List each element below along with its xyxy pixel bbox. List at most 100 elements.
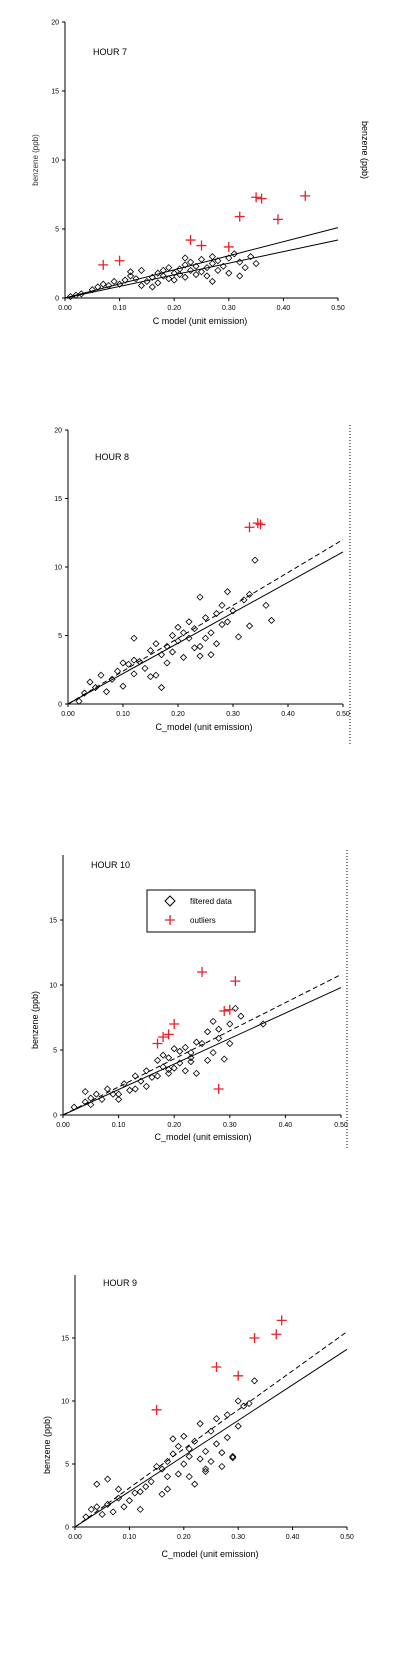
data-point-filtered [121,276,129,284]
data-point-filtered [72,291,80,299]
data-point-filtered [158,1465,166,1473]
data-point-filtered [176,1059,184,1067]
data-point-filtered [174,623,182,631]
data-point-filtered [201,1465,210,1473]
data-point-filtered [179,653,188,661]
data-point-outlier [211,1361,222,1372]
data-point-filtered [130,656,138,664]
data-point-filtered [185,1473,193,1481]
data-point-outlier [169,1019,180,1029]
data-point-filtered [87,1505,95,1513]
data-point-filtered [120,1080,128,1088]
y-tick-label: 5 [58,633,62,640]
data-point-filtered [207,1457,215,1466]
data-point-filtered [230,250,238,258]
x-tick-label: 0.50 [331,305,345,312]
regression-line-solid [74,1348,348,1528]
data-point-filtered [187,266,195,274]
data-point-filtered [99,280,107,288]
data-point-outlier [196,240,207,251]
data-point-filtered [187,1049,195,1057]
data-point-filtered [247,253,255,261]
data-point-filtered [192,1038,201,1046]
data-point-filtered [110,277,118,286]
legend-label-outliers: outliers [190,916,216,925]
data-point-filtered [214,266,222,274]
data-point-outlier [185,235,196,246]
data-point-filtered [66,293,75,301]
data-point-filtered [91,683,100,692]
data-point-filtered [176,270,184,279]
data-point-filtered [218,1462,226,1471]
data-point-filtered [159,266,167,274]
regression-line-dashed [62,974,342,1116]
data-point-filtered [165,264,173,272]
data-point-filtered [196,593,204,601]
data-point-filtered [187,1054,195,1062]
data-point-filtered [153,1056,162,1064]
data-point-filtered [225,269,233,277]
regression-line-solid [62,987,342,1116]
y-tick-label: 10 [49,983,57,990]
chart-hour-9: 0.00 0.10 0.20 0.30 0.40 0.50 0 5 10 15 HOUR 9 C_… [42,1275,354,1559]
data-point-filtered [97,671,105,679]
data-point-filtered [109,1090,117,1098]
data-point-filtered [113,667,122,675]
data-point-filtered [124,660,133,668]
x-tick-label: 0.00 [61,711,75,718]
data-point-filtered [81,1088,89,1096]
data-point-filtered [203,272,211,280]
data-point-filtered [154,279,162,287]
data-point-filtered [220,1055,228,1063]
data-point-filtered [108,675,116,683]
data-point-filtered [234,633,243,641]
x-axis-label: C_model (unit emission) [154,1132,251,1142]
y-axis-label-left-garbled: benzene (ppb) [31,134,40,186]
data-point-filtered [119,659,127,667]
data-point-filtered [93,1503,101,1511]
data-point-filtered [120,1503,128,1511]
data-point-filtered [185,1445,193,1453]
data-point-filtered [98,1510,106,1518]
data-point-filtered [181,1043,189,1051]
legend: filtered data outliers [146,889,256,933]
data-point-filtered [163,659,171,667]
data-point-filtered [267,616,276,624]
data-point-filtered [165,1069,173,1077]
data-point-filtered [201,634,210,642]
data-point-filtered [262,601,270,609]
x-tick-label: 0.30 [226,711,240,718]
data-point-filtered [130,670,138,678]
data-point-outlier [249,1333,260,1343]
data-point-filtered [165,275,173,283]
data-point-filtered [70,1103,78,1111]
data-point-filtered [250,1377,259,1385]
x-tick-label: 0.50 [336,711,350,718]
data-point-filtered [142,1067,150,1075]
data-point-filtered [82,1513,90,1521]
data-point-filtered [231,1004,239,1012]
data-point-filtered [245,590,254,598]
data-point-filtered [146,647,155,655]
data-point-filtered [126,1086,134,1094]
data-point-filtered [77,290,85,298]
data-point-filtered [208,253,216,261]
data-point-filtered [159,1051,167,1059]
data-point-outlier [219,1006,230,1016]
data-point-filtered [170,276,178,284]
data-point-filtered [229,1452,237,1461]
data-point-filtered [163,1457,172,1466]
data-point-filtered [252,259,260,268]
data-point-filtered [185,1452,193,1461]
data-point-outlier [233,1370,244,1381]
data-point-filtered [88,286,96,294]
data-point-filtered [197,268,206,276]
data-point-filtered [212,610,221,618]
data-point-filtered [209,1049,217,1057]
data-point-filtered [163,1473,172,1481]
data-point-filtered [215,1025,223,1033]
data-point-filtered [226,1020,234,1028]
y-tick-label: 5 [53,1048,57,1055]
data-point-filtered [163,1485,172,1493]
